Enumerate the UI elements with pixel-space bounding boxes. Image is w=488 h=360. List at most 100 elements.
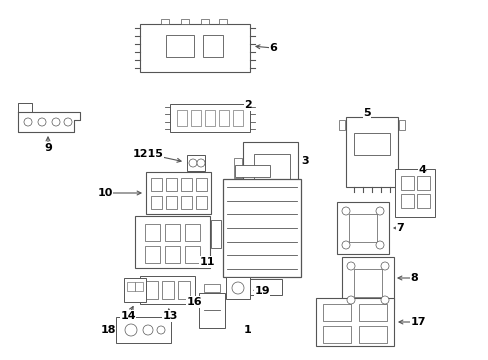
Bar	[140, 24, 249, 72]
Bar	[400, 176, 413, 190]
Bar	[219, 110, 228, 126]
Bar	[195, 177, 206, 190]
Circle shape	[346, 262, 354, 270]
Bar	[145, 172, 210, 214]
Text: 3: 3	[301, 156, 308, 166]
Bar	[234, 165, 269, 177]
Circle shape	[125, 324, 137, 336]
Text: 16: 16	[186, 297, 202, 307]
Bar	[219, 18, 226, 23]
Bar	[115, 317, 170, 343]
Bar	[150, 195, 161, 208]
Text: 11: 11	[199, 257, 214, 267]
Circle shape	[341, 241, 349, 249]
Bar	[201, 18, 208, 23]
Bar	[181, 18, 189, 23]
Bar	[323, 303, 350, 320]
Bar	[144, 246, 159, 262]
Bar	[398, 120, 404, 130]
Text: 10: 10	[97, 188, 112, 198]
Bar	[191, 110, 201, 126]
Circle shape	[38, 118, 46, 126]
Bar	[165, 177, 176, 190]
Text: 18: 18	[100, 325, 116, 335]
Circle shape	[231, 282, 244, 294]
Bar	[139, 276, 194, 304]
Text: 2: 2	[244, 100, 251, 110]
Bar	[178, 281, 190, 299]
Bar	[186, 155, 204, 171]
Text: 9: 9	[44, 143, 52, 153]
Bar	[146, 281, 158, 299]
Bar	[124, 278, 146, 302]
Bar	[164, 246, 179, 262]
Bar	[180, 177, 191, 190]
Bar	[195, 195, 206, 208]
Bar	[210, 220, 220, 248]
Text: 19: 19	[254, 286, 269, 296]
Bar	[161, 18, 169, 23]
Bar	[223, 179, 301, 277]
Circle shape	[189, 159, 197, 167]
Bar	[170, 104, 249, 132]
Bar	[135, 282, 142, 291]
Text: 17: 17	[409, 317, 425, 327]
Bar	[416, 194, 428, 208]
Circle shape	[380, 296, 388, 304]
Circle shape	[380, 262, 388, 270]
Bar	[358, 303, 386, 320]
Text: 5: 5	[363, 108, 370, 118]
Bar	[184, 224, 199, 240]
Circle shape	[197, 159, 204, 167]
Bar	[315, 298, 393, 346]
Circle shape	[375, 241, 383, 249]
Bar	[150, 177, 161, 190]
Bar	[165, 35, 194, 57]
Bar	[144, 224, 159, 240]
Circle shape	[346, 296, 354, 304]
Bar	[348, 214, 376, 242]
Text: 1: 1	[244, 325, 251, 335]
Bar	[253, 154, 289, 186]
Bar	[323, 325, 350, 342]
Bar	[341, 257, 393, 309]
Bar	[358, 325, 386, 342]
Bar	[177, 110, 186, 126]
Bar	[232, 110, 243, 126]
Bar	[199, 292, 224, 328]
Bar	[233, 158, 241, 178]
Bar	[184, 246, 199, 262]
Bar	[127, 282, 135, 291]
Circle shape	[157, 326, 164, 334]
Circle shape	[142, 325, 153, 335]
Bar	[164, 224, 179, 240]
Text: 1215: 1215	[132, 149, 163, 159]
Circle shape	[341, 207, 349, 215]
Text: 14: 14	[120, 311, 136, 321]
Bar	[162, 281, 174, 299]
Bar	[204, 110, 215, 126]
Text: 8: 8	[409, 273, 417, 283]
Bar	[165, 195, 176, 208]
Bar	[338, 120, 345, 130]
Text: 13: 13	[162, 311, 177, 321]
Bar	[400, 194, 413, 208]
Polygon shape	[18, 112, 80, 132]
Bar	[346, 117, 397, 187]
Text: 4: 4	[417, 165, 425, 175]
Circle shape	[24, 118, 32, 126]
Bar	[353, 269, 381, 297]
Circle shape	[52, 118, 60, 126]
Bar	[203, 284, 220, 292]
Bar	[225, 277, 249, 299]
Bar	[134, 216, 209, 268]
Text: 6: 6	[268, 43, 276, 53]
Text: 7: 7	[395, 223, 403, 233]
Bar	[353, 133, 389, 155]
Circle shape	[375, 207, 383, 215]
Bar	[242, 142, 297, 194]
Bar	[394, 169, 434, 217]
Bar	[416, 176, 428, 190]
Bar	[203, 35, 223, 57]
Bar	[231, 279, 282, 295]
